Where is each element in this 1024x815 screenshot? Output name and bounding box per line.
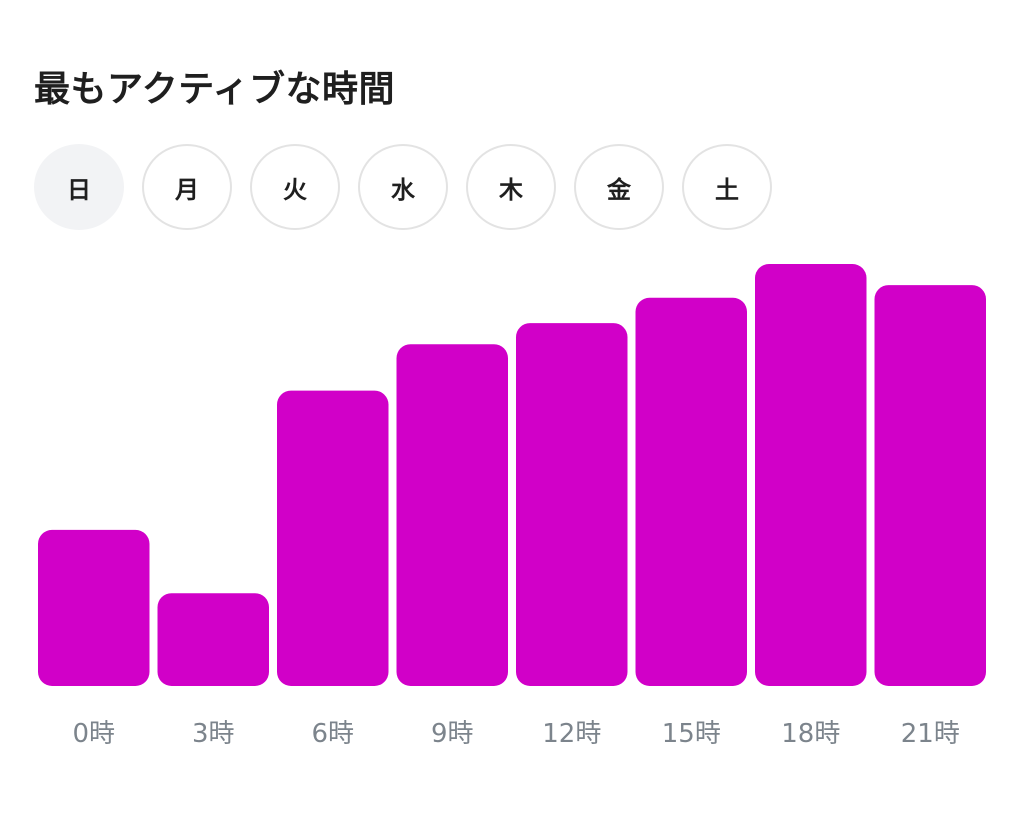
bar-4	[516, 323, 628, 686]
x-tick-label: 21時	[901, 719, 960, 749]
bar-5	[635, 297, 747, 686]
day-selector: 日 月 火 水 木 金 土	[34, 144, 772, 230]
x-tick-label: 6時	[312, 719, 355, 749]
x-axis-ticks: 0時 3時 6時 9時 12時 15時 18時 21時	[73, 719, 960, 749]
day-tab-thursday[interactable]: 木	[466, 144, 556, 230]
x-tick-label: 9時	[431, 719, 474, 749]
day-tab-sunday[interactable]: 日	[34, 144, 124, 230]
bar-1	[157, 593, 269, 686]
x-tick-label: 3時	[192, 719, 235, 749]
day-tab-monday[interactable]: 月	[142, 144, 232, 230]
day-tab-tuesday[interactable]: 火	[250, 144, 340, 230]
bar-3	[396, 344, 508, 686]
x-tick-label: 0時	[73, 719, 116, 749]
bar-0	[38, 529, 150, 686]
x-tick-label: 15時	[662, 719, 721, 749]
bar-7	[874, 285, 986, 686]
day-tab-friday[interactable]: 金	[574, 144, 664, 230]
bar-6	[755, 264, 867, 686]
day-tab-saturday[interactable]: 土	[682, 144, 772, 230]
bar-group	[38, 264, 986, 686]
x-tick-label: 18時	[781, 719, 840, 749]
page-title: 最もアクティブな時間	[34, 69, 396, 110]
x-tick-label: 12時	[542, 719, 601, 749]
day-tab-wednesday[interactable]: 水	[358, 144, 448, 230]
bar-2	[277, 390, 389, 686]
